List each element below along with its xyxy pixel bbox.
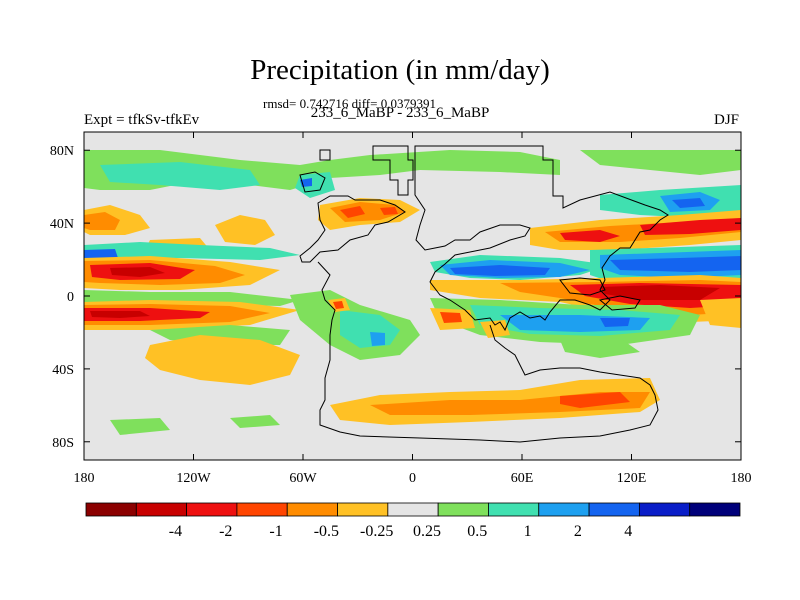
field-blob xyxy=(450,265,550,276)
field-blob xyxy=(560,230,620,242)
field-blob xyxy=(84,212,120,230)
colorbar: -4 -2 -1 -0.5 -0.25 0.25 0.5 1 2 4 xyxy=(85,502,741,540)
chart-title: Precipitation (in mm/day) xyxy=(250,54,550,86)
colorbar-swatch xyxy=(689,502,741,517)
field-blob xyxy=(600,318,630,327)
land-mask-boundary xyxy=(299,195,406,263)
field-blob xyxy=(700,298,741,328)
colorbar-swatch xyxy=(337,502,389,517)
land-outline xyxy=(299,145,669,443)
x-tick-label: 60E xyxy=(511,471,534,486)
colorbar-swatch xyxy=(538,502,590,517)
field-blob xyxy=(380,207,398,215)
field-blob xyxy=(440,312,462,323)
y-tick-label: 40S xyxy=(52,363,74,378)
field-blob xyxy=(84,249,118,259)
field-blob xyxy=(560,392,630,408)
colorbar-label: 0.5 xyxy=(467,523,487,540)
field-blob xyxy=(610,256,741,272)
y-tick-label: 40N xyxy=(50,217,74,232)
land-mask-boundary xyxy=(317,261,659,443)
field-blob xyxy=(230,415,280,428)
colorbar-swatch xyxy=(236,502,288,517)
x-tick-label: 0 xyxy=(409,471,416,486)
colorbar-label: 4 xyxy=(624,523,632,540)
colorbar-label: 1 xyxy=(524,523,532,540)
colorbar-swatch xyxy=(286,502,338,517)
field-blob xyxy=(145,335,300,385)
land-mask-boundary xyxy=(372,145,414,196)
land-mask-boundary xyxy=(414,145,669,332)
colorbar-label: 0.25 xyxy=(413,523,441,540)
colorbar-swatch xyxy=(588,502,640,517)
field-blob xyxy=(560,338,640,358)
colorbar-swatch xyxy=(135,502,188,517)
y-tick-label: 80N xyxy=(50,144,74,159)
colorbar-label: -0.5 xyxy=(314,523,339,540)
field-blob xyxy=(370,332,385,346)
colorbar-label: -1 xyxy=(269,523,282,540)
field-blob xyxy=(110,267,165,277)
axes: 180 120W 60W 0 60E 120E 180 80N 40N 0 40S 80S xyxy=(50,132,752,486)
x-tick-label: 180 xyxy=(74,471,95,486)
season-label: DJF xyxy=(713,112,739,128)
land-mask-boundary xyxy=(299,171,326,193)
run-label: 233_6_MaBP - 233_6_MaBP xyxy=(310,105,490,121)
colorbar-label: 2 xyxy=(574,523,582,540)
colorbar-swatch xyxy=(437,502,489,517)
colorbar-swatch xyxy=(387,502,439,517)
experiment-label: Expt = tfkSv-tfkEv xyxy=(84,112,200,128)
land-mask-boundary xyxy=(319,149,331,161)
field-blob xyxy=(333,301,344,309)
field-blob xyxy=(340,206,365,218)
field-blob xyxy=(480,320,510,338)
precipitation-field xyxy=(84,150,741,435)
land-mask-boundary xyxy=(559,277,606,296)
field-blob xyxy=(580,150,741,175)
field-blob xyxy=(100,162,260,190)
colorbar-swatch xyxy=(638,502,691,517)
field-blob xyxy=(90,311,150,318)
field-blob xyxy=(215,215,275,245)
x-tick-label: 120E xyxy=(617,471,647,486)
x-tick-label: 120W xyxy=(176,471,211,486)
field-blob xyxy=(672,198,705,208)
field-blob xyxy=(640,218,741,235)
stats-line: rmsd= 0.742716 diff= 0.0379391 xyxy=(263,96,436,111)
field-blob xyxy=(84,242,300,260)
y-tick-label: 80S xyxy=(52,436,74,451)
colorbar-label: -2 xyxy=(219,523,232,540)
field-blob xyxy=(600,285,720,300)
land-mask-boundary xyxy=(598,295,641,311)
colorbar-swatch xyxy=(186,502,238,517)
x-tick-label: 180 xyxy=(731,471,752,486)
colorbar-swatch xyxy=(488,502,540,517)
colorbar-swatch xyxy=(85,502,137,517)
colorbar-label: -4 xyxy=(169,523,182,540)
x-tick-label: 60W xyxy=(289,471,317,486)
colorbar-label: -0.25 xyxy=(360,523,393,540)
y-tick-label: 0 xyxy=(67,290,74,305)
field-blob xyxy=(110,418,170,435)
